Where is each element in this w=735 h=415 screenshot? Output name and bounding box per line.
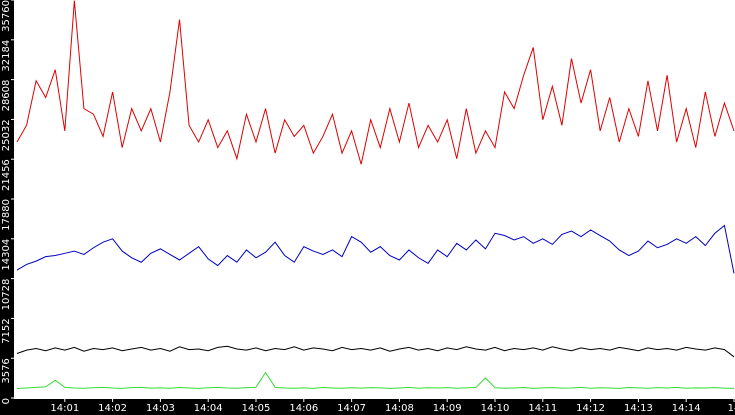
x-tick-label: 14:13 bbox=[624, 403, 653, 414]
x-axis-strip bbox=[0, 399, 735, 415]
x-tick-label: 14:02 bbox=[98, 403, 127, 414]
series-line bbox=[16, 371, 735, 390]
y-tick-label: 7152 bbox=[1, 318, 12, 343]
y-tick-label: 10728 bbox=[1, 279, 12, 311]
x-tick-label: 14:03 bbox=[146, 403, 175, 414]
y-tick-label: 28608 bbox=[1, 80, 12, 112]
y-tick-label: 25032 bbox=[1, 119, 12, 151]
y-tick-label: 32184 bbox=[1, 40, 12, 72]
x-tick-label: 14:06 bbox=[289, 403, 318, 414]
y-axis-strip bbox=[0, 0, 14, 415]
x-tick-label: 14:12 bbox=[576, 403, 605, 414]
y-tick-label: 3576 bbox=[1, 358, 12, 383]
series-line bbox=[16, 0, 735, 165]
y-tick-label: 0 bbox=[1, 398, 12, 404]
x-tick-label: 14:07 bbox=[337, 403, 366, 414]
series-line bbox=[16, 224, 735, 274]
y-tick-label: 21456 bbox=[1, 159, 12, 191]
y-tick-label: 35760 bbox=[1, 0, 12, 32]
x-tick-label: 14:01 bbox=[50, 403, 79, 414]
x-tick-label: 14:04 bbox=[194, 403, 223, 414]
x-tick-label: 14:08 bbox=[385, 403, 414, 414]
x-tick-label: 14:05 bbox=[242, 403, 271, 414]
y-tick-label: 17880 bbox=[1, 199, 12, 231]
x-tick-label: 14:14 bbox=[672, 403, 701, 414]
x-tick-label: 14:10 bbox=[481, 403, 510, 414]
x-tick-label: 14 bbox=[728, 403, 735, 414]
x-tick-label: 14:11 bbox=[528, 403, 557, 414]
x-tick-label: 14:09 bbox=[433, 403, 462, 414]
series-line bbox=[16, 345, 735, 358]
y-tick-label: 14304 bbox=[1, 239, 12, 271]
